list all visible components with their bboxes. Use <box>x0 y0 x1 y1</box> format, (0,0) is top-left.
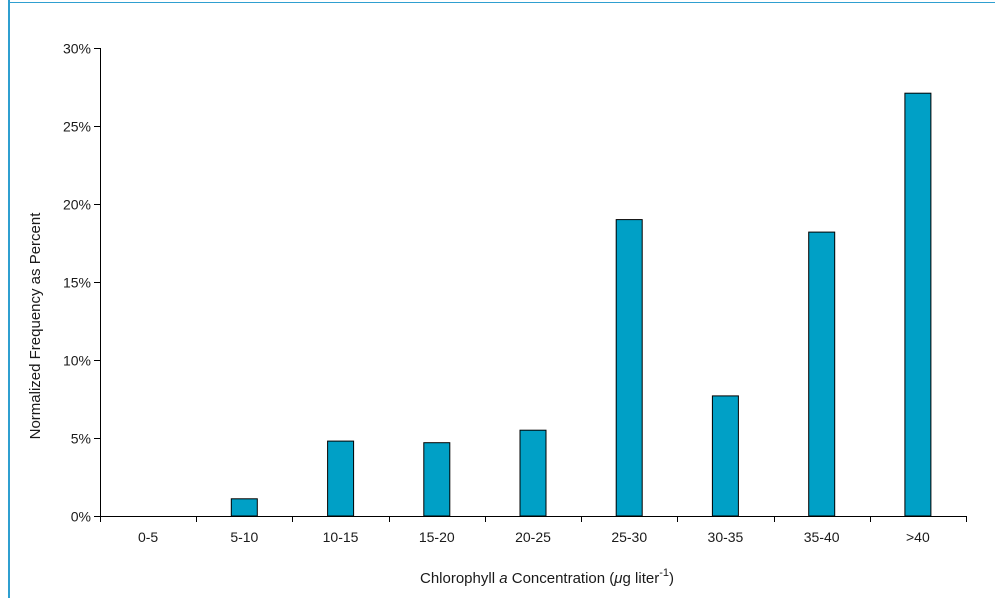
y-tick-label: 15% <box>63 275 91 291</box>
y-tick-label: 5% <box>71 431 91 447</box>
x-axis-title-middle: Concentration ( <box>508 570 615 587</box>
y-tick-label: 20% <box>63 197 91 213</box>
x-tick-label: 0-5 <box>138 529 158 545</box>
y-tick-label: 10% <box>63 353 91 369</box>
x-tick-label: 20-25 <box>515 529 551 545</box>
bar-gt40 <box>904 92 932 517</box>
x-tick-label: >40 <box>906 529 930 545</box>
y-tick-label: 25% <box>63 119 91 135</box>
x-tick-label: 15-20 <box>419 529 455 545</box>
x-tick-label: 25-30 <box>611 529 647 545</box>
figure-border-left <box>8 0 10 598</box>
bar-35-40 <box>808 231 836 517</box>
y-tick-label: 0% <box>71 509 91 525</box>
bar-30-35 <box>711 395 739 517</box>
bar-15-20 <box>423 442 451 517</box>
x-axis-title-unit: g liter <box>623 570 660 587</box>
bars-group <box>230 92 932 517</box>
x-axis-title-italic: a <box>499 570 507 587</box>
y-tick-label: 30% <box>63 41 91 57</box>
x-axis-title-mu: μ <box>613 570 622 587</box>
x-tick-label: 35-40 <box>804 529 840 545</box>
x-tick-label: 30-35 <box>708 529 744 545</box>
x-ticks-group: 0-5 5-10 10-15 15-20 20-25 25-30 30-35 35-40 >40 <box>100 516 967 545</box>
bar-10-15 <box>327 440 355 517</box>
x-axis-title-prefix: Chlorophyll <box>420 570 499 587</box>
bar-25-30 <box>615 219 643 517</box>
x-axis-title: Chlorophyll a Concentration (μg liter-1) <box>420 567 674 587</box>
x-axis-title-suffix: ) <box>669 570 674 587</box>
bar-5-10 <box>230 498 258 517</box>
y-ticks-group: 0% 5% 10% 15% 20% 25% 30% <box>63 41 100 525</box>
figure-border-top <box>8 2 995 3</box>
x-tick-label: 10-15 <box>323 529 359 545</box>
x-axis-title-superscript: -1 <box>659 567 669 579</box>
x-tick-label: 5-10 <box>230 529 258 545</box>
bar-20-25 <box>519 429 547 517</box>
y-axis-title: Normalized Frequency as Percent <box>27 212 44 440</box>
